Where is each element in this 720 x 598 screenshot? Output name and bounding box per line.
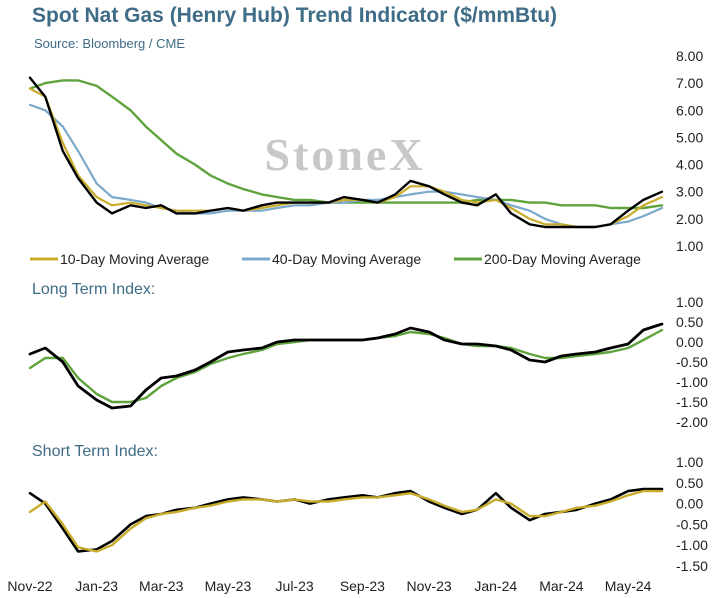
y-tick-label: 2.00 xyxy=(676,211,703,227)
y-tick-label: -0.50 xyxy=(676,354,708,370)
y-tick-label: 7.00 xyxy=(676,75,703,91)
price-panel: 8.00 7.00 6.00 5.00 4.00 3.00 2.00 1.00 xyxy=(28,48,703,254)
legend: 10-Day Moving Average 40-Day Moving Avera… xyxy=(30,251,641,267)
series-line xyxy=(28,322,664,410)
y-tick-label: -1.50 xyxy=(676,558,708,574)
y-tick-label: 4.00 xyxy=(676,157,703,173)
x-tick-label: May-23 xyxy=(205,578,252,594)
x-tick-label: Nov-22 xyxy=(7,578,52,594)
y-tick-label: -1.50 xyxy=(676,394,708,410)
y-tick-label: 3.00 xyxy=(676,184,703,200)
y-tick-label: 0.50 xyxy=(676,314,703,330)
y-tick-label: 5.00 xyxy=(676,129,703,145)
x-tick-label: Mar-23 xyxy=(139,578,184,594)
y-tick-label: 0.00 xyxy=(676,496,703,512)
short-term-panel: 1.00 0.50 0.00 -0.50 -1.00 -1.50 xyxy=(28,454,708,574)
short-term-title: Short Term Index: xyxy=(32,443,158,460)
series-line xyxy=(28,489,664,553)
x-tick-label: Nov-23 xyxy=(407,578,452,594)
y-tick-label: -1.00 xyxy=(676,537,708,553)
legend-label: 40-Day Moving Average xyxy=(272,251,421,267)
series-line xyxy=(28,103,664,229)
legend-label: 200-Day Moving Average xyxy=(484,251,641,267)
series-line xyxy=(28,87,664,229)
watermark: StoneX xyxy=(264,129,425,180)
y-tick-label: -1.00 xyxy=(676,374,708,390)
long-term-panel: 1.00 0.50 0.00 -0.50 -1.00 -1.50 -2.00 xyxy=(28,294,708,430)
series-line xyxy=(28,76,664,229)
x-tick-label: Jul-23 xyxy=(276,578,314,594)
long-term-title: Long Term Index: xyxy=(32,281,155,298)
y-tick-label: -2.00 xyxy=(676,414,708,430)
y-tick-label: 1.00 xyxy=(676,294,703,310)
x-tick-label: Jan-24 xyxy=(474,578,517,594)
x-axis: Nov-22 Jan-23 Mar-23 May-23 Jul-23 Sep-23 Nov-… xyxy=(7,578,651,594)
x-tick-label: May-24 xyxy=(605,578,652,594)
y-tick-label: 6.00 xyxy=(676,102,703,118)
legend-label: 10-Day Moving Average xyxy=(60,251,209,267)
x-tick-label: Sep-23 xyxy=(340,578,385,594)
chart-source: Source: Bloomberg / CME xyxy=(34,36,186,51)
chart-title: Spot Nat Gas (Henry Hub) Trend Indicator… xyxy=(32,4,558,27)
x-tick-label: Jan-23 xyxy=(75,578,118,594)
y-tick-label: 8.00 xyxy=(676,48,703,64)
y-tick-label: -0.50 xyxy=(676,516,708,532)
y-tick-label: 1.00 xyxy=(676,454,703,470)
y-tick-label: 0.00 xyxy=(676,334,703,350)
y-tick-label: 1.00 xyxy=(676,238,703,254)
y-tick-label: 0.50 xyxy=(676,475,703,491)
x-tick-label: Mar-24 xyxy=(539,578,584,594)
